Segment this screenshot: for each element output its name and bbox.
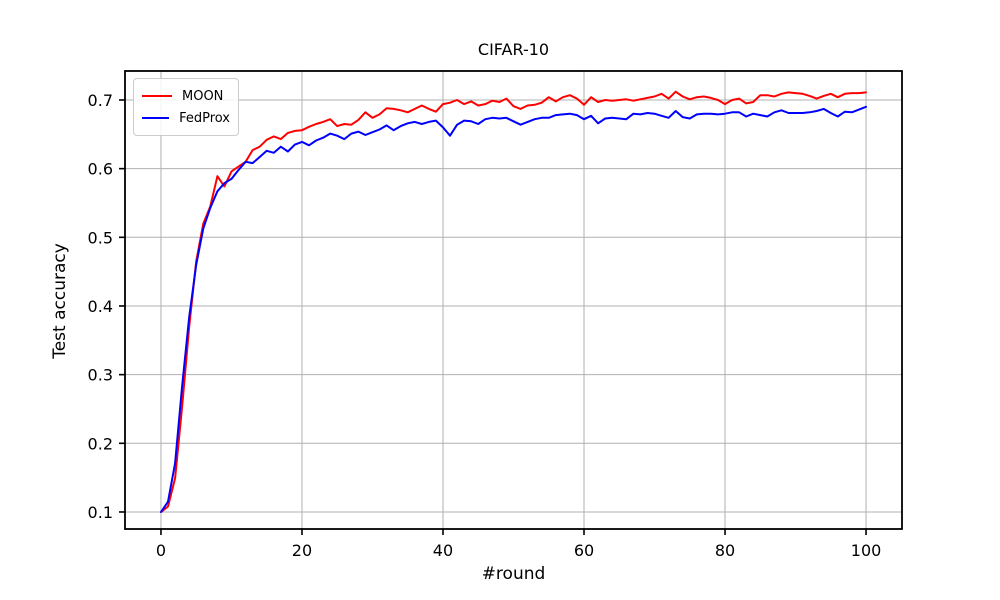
- x-tick-label-0: 0: [156, 541, 166, 560]
- y-tick-label-0.7: 0.7: [88, 91, 113, 110]
- moon-line-swatch: [142, 95, 172, 97]
- y-tick-label-0.5: 0.5: [88, 228, 113, 247]
- x-tick-label-20: 20: [292, 541, 312, 560]
- y-tick-label-0.1: 0.1: [88, 503, 113, 522]
- legend-item-fedprox: FedProx: [142, 107, 230, 129]
- x-axis-label: #round: [481, 564, 546, 584]
- axes-spines: [124, 70, 903, 530]
- x-tick-label-80: 80: [715, 541, 735, 560]
- y-tick-label-0.2: 0.2: [88, 434, 113, 453]
- chart-title: CIFAR-10: [477, 40, 550, 59]
- x-tick-label-100: 100: [851, 541, 882, 560]
- legend-label-moon: MOON: [182, 88, 224, 104]
- y-axis-label: Test accuracy: [50, 243, 70, 359]
- x-tick-label-40: 40: [433, 541, 453, 560]
- fedprox-line: [160, 105, 867, 513]
- fedprox-line-swatch: [142, 117, 170, 119]
- x-tick-label-60: 60: [574, 541, 594, 560]
- y-tick-label-0.6: 0.6: [88, 160, 113, 179]
- legend-label-fedprox: FedProx: [179, 110, 230, 126]
- moon-line: [160, 90, 867, 513]
- y-tick-label-0.4: 0.4: [88, 297, 113, 316]
- legend: MOON FedProx: [133, 78, 239, 136]
- legend-item-moon: MOON: [142, 85, 230, 107]
- y-tick-label-0.3: 0.3: [88, 366, 113, 385]
